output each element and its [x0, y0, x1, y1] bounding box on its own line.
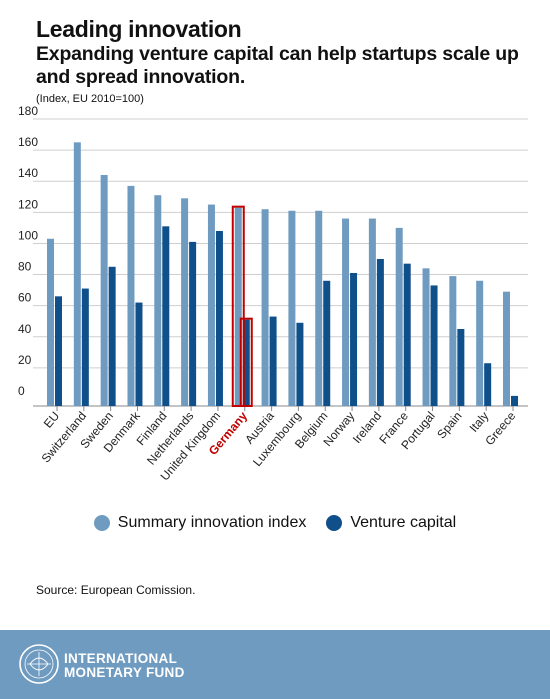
- x-tick-label: Italy: [467, 409, 492, 435]
- bar-innovation: [100, 175, 108, 406]
- y-tick-label: 0: [18, 384, 25, 398]
- bar-venture: [269, 316, 277, 406]
- bar-venture: [81, 288, 89, 406]
- bar-venture: [215, 231, 223, 406]
- bar-innovation: [154, 195, 162, 406]
- unit-note: (Index, EU 2010=100): [36, 93, 144, 105]
- x-tick-label: Greece: [482, 409, 518, 448]
- bar-venture: [350, 273, 358, 406]
- legend-swatch-innovation: [93, 515, 110, 531]
- y-tick-label: 40: [18, 322, 32, 336]
- highlight-outline: [239, 317, 253, 407]
- x-tick-label: EU: [41, 409, 62, 431]
- bar-chart: 020406080100120140160180EUSwitzerlandSwe…: [18, 104, 528, 483]
- bar-innovation: [207, 204, 215, 406]
- bar-innovation: [73, 142, 81, 407]
- legend: Summary innovation index Venture capital: [0, 514, 550, 532]
- bar-venture: [484, 363, 492, 406]
- y-tick-label: 100: [18, 228, 38, 242]
- bar-innovation: [127, 185, 135, 406]
- bar-venture: [242, 319, 250, 406]
- org-name-line2: MONETARY FUND: [64, 665, 185, 680]
- bar-venture: [189, 241, 197, 406]
- bar-venture: [403, 263, 411, 406]
- legend-swatch-venture: [326, 515, 343, 531]
- bar-venture: [323, 280, 331, 406]
- y-tick-label: 80: [18, 260, 32, 274]
- chart-subtitle: Expanding venture capital can help start…: [36, 43, 519, 88]
- bar-innovation: [288, 210, 296, 406]
- bar-innovation: [395, 227, 403, 406]
- bar-venture: [135, 302, 143, 406]
- bar-venture: [55, 296, 62, 406]
- bar-venture: [457, 329, 465, 406]
- bar-venture: [162, 226, 170, 406]
- bar-innovation: [261, 209, 269, 406]
- bar-venture: [376, 259, 384, 406]
- y-tick-label: 120: [18, 197, 38, 211]
- legend-item-innovation: Summary innovation index: [93, 514, 307, 532]
- y-tick-label: 60: [18, 291, 32, 305]
- bar-innovation: [181, 198, 189, 406]
- imf-seal-icon: [19, 644, 59, 684]
- bar-innovation: [368, 218, 376, 406]
- highlight-outline: [231, 205, 245, 407]
- y-tick-label: 20: [18, 353, 32, 367]
- bar-innovation: [315, 210, 323, 406]
- source-note: Source: European Comission.: [36, 583, 196, 597]
- x-tick-label: Spain: [434, 409, 464, 442]
- bar-venture: [108, 266, 116, 406]
- bar-venture: [296, 322, 304, 406]
- bar-venture: [511, 395, 518, 406]
- legend-label-innovation: Summary innovation index: [117, 514, 307, 531]
- bar-innovation: [422, 268, 430, 406]
- org-name: INTERNATIONAL MONETARY FUND: [64, 652, 185, 680]
- chart-title: Leading innovation: [36, 16, 242, 42]
- legend-item-venture: Venture capital: [326, 514, 456, 532]
- bar-innovation: [234, 207, 242, 406]
- bar-innovation: [503, 291, 510, 406]
- footer-banner: INTERNATIONAL MONETARY FUND: [0, 630, 550, 699]
- y-tick-label: 140: [18, 166, 38, 180]
- legend-label-venture: Venture capital: [350, 514, 457, 531]
- bar-venture: [430, 285, 438, 406]
- bar-innovation: [47, 238, 54, 406]
- bar-innovation: [449, 276, 457, 406]
- y-tick-label: 160: [18, 135, 38, 149]
- bar-innovation: [342, 218, 350, 406]
- bar-innovation: [476, 280, 484, 406]
- org-name-line1: INTERNATIONAL: [64, 651, 178, 666]
- y-tick-label: 180: [18, 104, 38, 118]
